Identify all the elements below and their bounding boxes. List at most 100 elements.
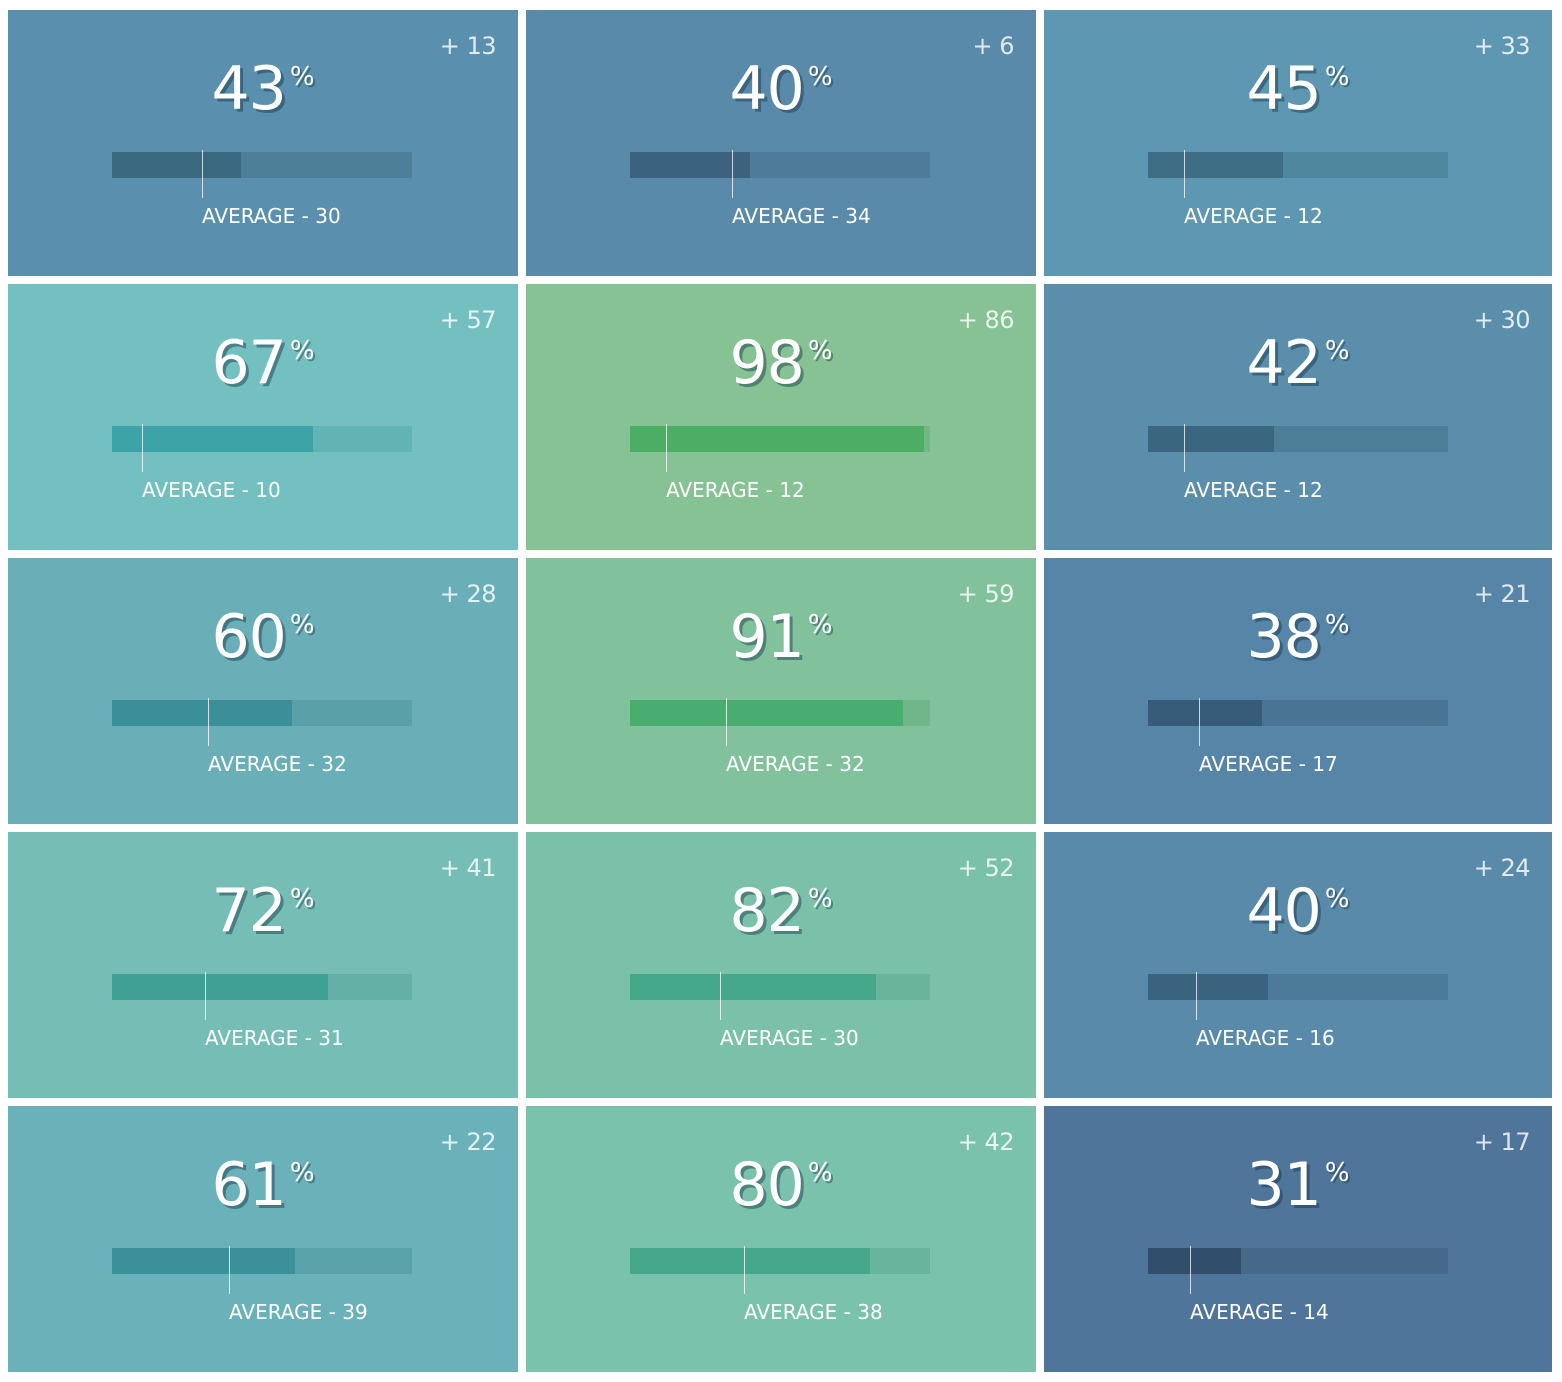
delta-value: + 21 bbox=[1473, 580, 1531, 608]
average-label: AVERAGE - 12 bbox=[1184, 204, 1323, 228]
average-text: AVERAGE bbox=[720, 1026, 814, 1050]
average-label: AVERAGE - 16 bbox=[1196, 1026, 1335, 1050]
average-separator: - bbox=[301, 752, 322, 776]
average-label: AVERAGE - 32 bbox=[726, 752, 865, 776]
average-text: AVERAGE bbox=[726, 752, 820, 776]
progress-fill bbox=[630, 700, 903, 726]
percentage-display: 61% bbox=[8, 1150, 518, 1220]
delta-value: + 59 bbox=[957, 580, 1015, 608]
average-value: 14 bbox=[1303, 1300, 1329, 1324]
average-text: AVERAGE bbox=[205, 1026, 299, 1050]
percent-sign: % bbox=[1324, 1158, 1350, 1188]
average-separator: - bbox=[298, 1026, 319, 1050]
delta-value: + 22 bbox=[439, 1128, 497, 1156]
metric-tile: + 30 42% AVERAGE - 12 bbox=[1044, 284, 1552, 550]
metric-tile: + 22 61% AVERAGE - 39 bbox=[8, 1106, 518, 1372]
average-text: AVERAGE bbox=[142, 478, 236, 502]
average-separator: - bbox=[1283, 1300, 1304, 1324]
percent-sign: % bbox=[807, 1158, 833, 1188]
percent-sign: % bbox=[1324, 884, 1350, 914]
average-marker bbox=[666, 424, 667, 472]
average-separator: - bbox=[322, 1300, 343, 1324]
metric-tile: + 42 80% AVERAGE - 38 bbox=[526, 1106, 1036, 1372]
percent-sign: % bbox=[807, 884, 833, 914]
percentage-display: 38% bbox=[1044, 602, 1552, 672]
average-marker bbox=[229, 1246, 230, 1294]
average-label: AVERAGE - 12 bbox=[666, 478, 805, 502]
average-label: AVERAGE - 32 bbox=[208, 752, 347, 776]
average-text: AVERAGE bbox=[1196, 1026, 1290, 1050]
percentage-value: 67 bbox=[211, 328, 286, 398]
metric-tile: + 41 72% AVERAGE - 31 bbox=[8, 832, 518, 1098]
delta-value: + 28 bbox=[439, 580, 497, 608]
average-marker bbox=[142, 424, 143, 472]
percent-sign: % bbox=[807, 610, 833, 640]
average-value: 30 bbox=[833, 1026, 859, 1050]
progress-track bbox=[1148, 150, 1448, 198]
average-separator: - bbox=[1277, 478, 1298, 502]
delta-value: + 17 bbox=[1473, 1128, 1531, 1156]
average-value: 10 bbox=[255, 478, 281, 502]
percent-sign: % bbox=[1324, 610, 1350, 640]
average-label: AVERAGE - 14 bbox=[1190, 1300, 1329, 1324]
metric-tile: + 17 31% AVERAGE - 14 bbox=[1044, 1106, 1552, 1372]
progress-fill bbox=[630, 1248, 870, 1274]
average-text: AVERAGE bbox=[732, 204, 826, 228]
average-separator: - bbox=[813, 1026, 834, 1050]
percentage-value: 60 bbox=[211, 602, 286, 672]
percentage-value: 61 bbox=[211, 1150, 286, 1220]
percent-sign: % bbox=[807, 62, 833, 92]
metric-tile: + 59 91% AVERAGE - 32 bbox=[526, 558, 1036, 824]
average-separator: - bbox=[1277, 204, 1298, 228]
progress-track bbox=[630, 698, 930, 746]
progress-track bbox=[1148, 424, 1448, 472]
metric-tile: + 21 38% AVERAGE - 17 bbox=[1044, 558, 1552, 824]
progress-track bbox=[112, 424, 412, 472]
progress-fill bbox=[112, 700, 292, 726]
delta-value: + 6 bbox=[972, 32, 1014, 60]
average-marker bbox=[720, 972, 721, 1020]
progress-fill bbox=[1148, 152, 1283, 178]
percentage-value: 80 bbox=[729, 1150, 804, 1220]
percentage-display: 67% bbox=[8, 328, 518, 398]
average-text: AVERAGE bbox=[744, 1300, 838, 1324]
average-text: AVERAGE bbox=[1190, 1300, 1284, 1324]
average-value: 12 bbox=[1297, 478, 1323, 502]
average-value: 39 bbox=[342, 1300, 368, 1324]
progress-track bbox=[1148, 972, 1448, 1020]
average-label: AVERAGE - 30 bbox=[202, 204, 341, 228]
average-value: 16 bbox=[1309, 1026, 1335, 1050]
percent-sign: % bbox=[1324, 336, 1350, 366]
progress-track bbox=[630, 150, 930, 198]
metric-tile: + 24 40% AVERAGE - 16 bbox=[1044, 832, 1552, 1098]
average-value: 12 bbox=[1297, 204, 1323, 228]
percentage-value: 40 bbox=[1246, 876, 1321, 946]
average-text: AVERAGE bbox=[1184, 204, 1278, 228]
percentage-value: 43 bbox=[211, 54, 286, 124]
percentage-value: 91 bbox=[729, 602, 804, 672]
delta-value: + 30 bbox=[1473, 306, 1531, 334]
average-value: 17 bbox=[1312, 752, 1338, 776]
metric-tile: + 6 40% AVERAGE - 34 bbox=[526, 10, 1036, 276]
average-value: 12 bbox=[779, 478, 805, 502]
average-text: AVERAGE bbox=[666, 478, 760, 502]
average-marker bbox=[208, 698, 209, 746]
average-marker bbox=[744, 1246, 745, 1294]
metric-tile: + 33 45% AVERAGE - 12 bbox=[1044, 10, 1552, 276]
average-value: 32 bbox=[321, 752, 347, 776]
average-marker bbox=[726, 698, 727, 746]
average-text: AVERAGE bbox=[208, 752, 302, 776]
average-label: AVERAGE - 39 bbox=[229, 1300, 368, 1324]
percentage-value: 42 bbox=[1246, 328, 1321, 398]
percentage-value: 72 bbox=[211, 876, 286, 946]
average-label: AVERAGE - 30 bbox=[720, 1026, 859, 1050]
percentage-value: 98 bbox=[729, 328, 804, 398]
percentage-display: 31% bbox=[1044, 1150, 1552, 1220]
progress-fill bbox=[630, 152, 750, 178]
delta-value: + 57 bbox=[439, 306, 497, 334]
delta-value: + 13 bbox=[439, 32, 497, 60]
metric-tile: + 28 60% AVERAGE - 32 bbox=[8, 558, 518, 824]
percentage-display: 98% bbox=[526, 328, 1036, 398]
percentage-display: 80% bbox=[526, 1150, 1036, 1220]
average-marker bbox=[205, 972, 206, 1020]
